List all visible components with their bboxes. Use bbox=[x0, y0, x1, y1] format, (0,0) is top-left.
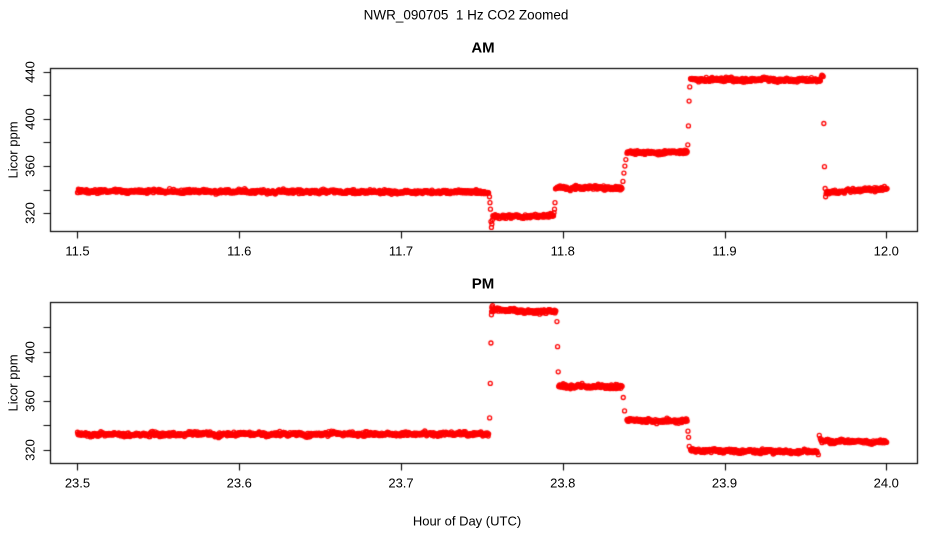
pm-x-tick-label: 23.7 bbox=[388, 475, 414, 490]
am-y-tick-label: 320 bbox=[22, 202, 38, 225]
main-title: NWR_090705 1 Hz CO2 Zoomed bbox=[363, 7, 569, 23]
pm-x-tick-label: 23.8 bbox=[550, 475, 576, 490]
am-y-tick-label: 440 bbox=[22, 60, 38, 83]
am-y-axis-label: Licor ppm bbox=[5, 121, 21, 179]
pm-y-tick-label: 400 bbox=[22, 340, 38, 363]
am-x-tick-label: 11.9 bbox=[712, 243, 737, 258]
pm-panel-title: PM bbox=[471, 275, 495, 293]
am-x-tick-label: 11.7 bbox=[388, 243, 414, 258]
am-x-tick-label: 12.0 bbox=[873, 243, 899, 258]
pm-x-tick-label: 23.6 bbox=[226, 475, 252, 490]
pm-x-tick-label: 23.5 bbox=[64, 475, 91, 490]
pm-x-tick-label: 23.9 bbox=[711, 475, 738, 490]
am-y-tick-label: 360 bbox=[22, 155, 38, 177]
pm-y-tick-label: 360 bbox=[22, 389, 38, 412]
am-x-tick-label: 11.6 bbox=[227, 243, 252, 258]
pm-y-axis-label: Licor ppm bbox=[5, 354, 21, 412]
pm-x-tick-label: 24.0 bbox=[873, 475, 899, 490]
pm-y-tick-label: 320 bbox=[22, 438, 38, 461]
x-axis-label: Hour of Day (UTC) bbox=[412, 513, 522, 529]
am-x-tick-label: 11.8 bbox=[550, 243, 575, 258]
am-panel-title: AM bbox=[471, 39, 495, 57]
am-x-tick-label: 11.5 bbox=[65, 243, 90, 258]
am-y-tick-label: 400 bbox=[22, 107, 38, 130]
